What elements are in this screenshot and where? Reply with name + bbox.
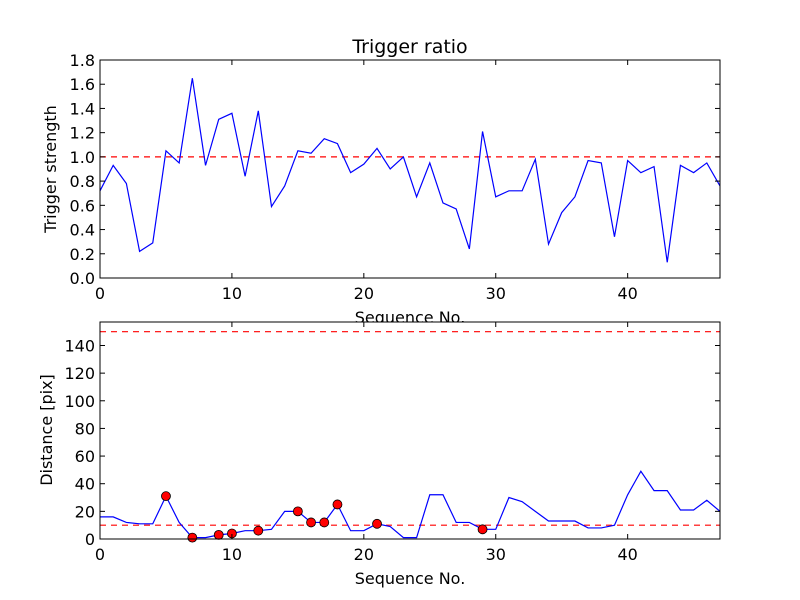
axis-ticks: 0 10 20 30 40 0.0 0.2 0.4 0.6 0.8 1.0 1.2 1.4 1.6 1.8 xyxy=(70,51,720,303)
y-tick-label: 0.8 xyxy=(70,172,95,191)
y-tick-label: 60 xyxy=(75,447,95,466)
distance-chart: 0 10 20 30 40 0 20 40 60 80 100 120 140 Sequence No.… xyxy=(37,321,721,588)
reference-lines xyxy=(100,331,720,526)
x-tick-label: 0 xyxy=(95,284,105,303)
data-point-marker xyxy=(253,525,264,536)
y-tick-label: 1.2 xyxy=(70,124,95,143)
axis-ticks: 0 10 20 30 40 0 20 40 60 80 100 120 140 xyxy=(64,322,720,564)
plot-background xyxy=(100,322,720,539)
x-tick-label: 20 xyxy=(354,545,374,564)
y-axis-label: Distance [pix] xyxy=(37,374,56,486)
data-point-marker xyxy=(213,529,224,540)
y-tick-label: 1.4 xyxy=(70,99,95,118)
series-line xyxy=(100,470,721,539)
plot-frame xyxy=(99,321,721,540)
data-point-marker xyxy=(477,524,488,535)
y-tick-label: 140 xyxy=(64,336,95,355)
series-line xyxy=(99,78,721,263)
x-tick-label: 0 xyxy=(95,545,105,564)
data-point-marker xyxy=(319,517,330,528)
data-point-marker xyxy=(332,499,343,510)
x-tick-label: 10 xyxy=(222,545,242,564)
data-point-marker xyxy=(292,506,303,517)
trigger-ratio-chart: Trigger ratio 0 10 20 30 40 0.0 0.2 0.4 0.6 0.8 1.… xyxy=(41,36,721,327)
x-tick-label: 30 xyxy=(486,284,506,303)
y-tick-label: 1.0 xyxy=(70,148,95,167)
x-tick-label: 20 xyxy=(354,284,374,303)
y-tick-label: 0.0 xyxy=(70,269,95,288)
data-point-marker xyxy=(372,518,382,529)
y-tick-label: 0 xyxy=(85,530,95,549)
y-tick-label: 120 xyxy=(64,364,95,383)
y-tick-label: 0.2 xyxy=(70,245,95,264)
y-tick-label: 20 xyxy=(75,502,95,521)
x-tick-label: 40 xyxy=(617,284,637,303)
x-tick-label: 10 xyxy=(222,284,242,303)
y-tick-label: 100 xyxy=(64,392,95,411)
series-group xyxy=(99,78,721,263)
y-axis-label: Trigger strength xyxy=(41,105,60,234)
y-tick-label: 1.8 xyxy=(70,51,95,70)
chart-title: Trigger ratio xyxy=(351,36,467,58)
y-tick-label: 40 xyxy=(75,475,95,494)
series-group xyxy=(100,470,721,543)
data-point-marker xyxy=(306,517,316,528)
y-tick-label: 1.6 xyxy=(70,75,95,94)
plot-frame xyxy=(99,59,721,279)
y-tick-label: 0.4 xyxy=(70,221,95,240)
x-axis-label: Sequence No. xyxy=(355,569,466,588)
y-tick-label: 0.6 xyxy=(70,196,95,215)
x-tick-label: 30 xyxy=(486,545,506,564)
y-tick-label: 80 xyxy=(75,419,95,438)
data-point-marker xyxy=(161,491,171,502)
data-point-marker xyxy=(187,532,198,543)
x-tick-label: 40 xyxy=(617,545,637,564)
